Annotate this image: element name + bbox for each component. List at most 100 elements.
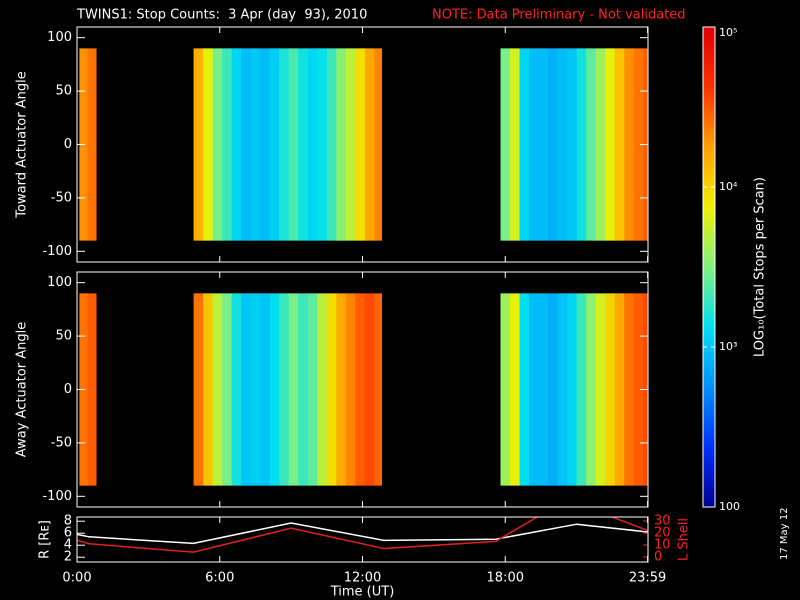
heat-cell (307, 48, 318, 241)
heat-cell (250, 293, 261, 486)
heat-cell (529, 293, 540, 486)
heat-cell (87, 48, 97, 241)
colorbar-tick-label: 10³ (719, 340, 737, 353)
heat-cell (586, 48, 597, 241)
heat-cell (288, 293, 299, 486)
x-axis-label: Time (UT) (330, 585, 395, 600)
line-series (77, 522, 648, 545)
y-tick-label: -100 (42, 244, 72, 259)
heat-cell (260, 48, 271, 241)
heat-cell (500, 293, 511, 486)
heat-cell (231, 48, 242, 241)
heat-cell (317, 293, 328, 486)
heat-cell (510, 293, 521, 486)
heat-cell (345, 293, 356, 486)
y2-tick-label: 30 (654, 513, 671, 528)
y2-tick-label: 10 (654, 537, 671, 552)
y-tick-label: 6 (64, 526, 72, 541)
heat-cell (557, 48, 568, 241)
heat-cell (364, 48, 375, 241)
heat-cell (538, 48, 549, 241)
heat-cell (510, 48, 521, 241)
colorbar-tick-label: 100 (719, 500, 740, 513)
heat-cell (519, 48, 530, 241)
heat-cell (355, 48, 366, 241)
heat-cell (548, 293, 559, 486)
heat-cell (500, 48, 511, 241)
heat-cell (279, 48, 290, 241)
heat-cell (307, 293, 318, 486)
y-tick-label: -100 (42, 489, 72, 504)
y-tick-label: 100 (47, 275, 72, 290)
heat-cell (576, 48, 587, 241)
heat-cell (203, 293, 214, 486)
heat-cell (222, 293, 233, 486)
heat-cell (203, 48, 214, 241)
heat-cell (567, 48, 578, 241)
y-axis-label: Toward Actuator Angle (15, 71, 30, 218)
heat-cell (529, 48, 540, 241)
y-axis-label: Away Actuator Angle (15, 322, 30, 457)
y-tick-label: 0 (64, 137, 72, 152)
heat-cell (595, 293, 606, 486)
y-tick-label: 0 (64, 382, 72, 397)
note: NOTE: Data Preliminary - Not validated (432, 8, 686, 23)
colorbar-label: LOG₁₀(Total Stops per Scan) (753, 177, 768, 357)
date-stamp: 17 May 12 (779, 508, 790, 560)
colorbar-tick-label: 10⁴ (719, 180, 738, 193)
heat-cell (326, 293, 337, 486)
heat-cell (374, 293, 383, 486)
heat-cell (269, 293, 280, 486)
heat-cell (193, 48, 204, 241)
y2-axis-label: L Shell (677, 518, 692, 561)
heat-cell (250, 48, 261, 241)
y2-tick-label: 20 (654, 525, 671, 540)
heat-cell (519, 293, 530, 486)
heat-cell (586, 293, 597, 486)
x-tick-label: 6:00 (205, 571, 234, 586)
y-axis-label: R [Rᴇ] (38, 520, 53, 559)
heat-cell (538, 293, 549, 486)
heat-cell (595, 48, 606, 241)
colorbar (702, 26, 716, 508)
y2-tick-label: 0 (654, 549, 662, 564)
heat-cell (222, 48, 233, 241)
heat-cell (364, 293, 375, 486)
x-tick-label: 23:59 (629, 571, 666, 586)
heat-cell (326, 48, 337, 241)
heat-cell (605, 293, 616, 486)
heat-cell (193, 293, 204, 486)
heat-cell (605, 48, 616, 241)
heat-cell (288, 48, 299, 241)
heat-cell (231, 293, 242, 486)
heat-cell (633, 293, 644, 486)
heat-cell (298, 48, 309, 241)
heat-cell (345, 48, 356, 241)
plot-area (77, 517, 648, 553)
heat-cell (241, 293, 252, 486)
colorbar-tick-label: 10⁵ (719, 26, 737, 39)
chart-title: TWINS1: Stop Counts: 3 Apr (day 93), 201… (76, 8, 367, 23)
y-tick-label: 4 (64, 538, 72, 553)
heat-cell (614, 48, 625, 241)
heat-cell (212, 48, 223, 241)
heat-cell (624, 293, 635, 486)
heat-cell (336, 48, 347, 241)
heat-cell (269, 48, 280, 241)
y-tick-label: -50 (51, 435, 72, 450)
y-tick-label: 50 (55, 329, 72, 344)
heat-cell (212, 293, 223, 486)
heat-cell (633, 48, 644, 241)
heat-cell (548, 48, 559, 241)
y-tick-label: -50 (51, 190, 72, 205)
x-tick-label: 0:00 (62, 571, 91, 586)
heat-cell (567, 293, 578, 486)
heat-cell (624, 48, 635, 241)
heat-cell (374, 48, 383, 241)
x-tick-label: 18:00 (487, 571, 524, 586)
heat-cell (298, 293, 309, 486)
line-series (77, 517, 648, 553)
heat-cell (241, 48, 252, 241)
